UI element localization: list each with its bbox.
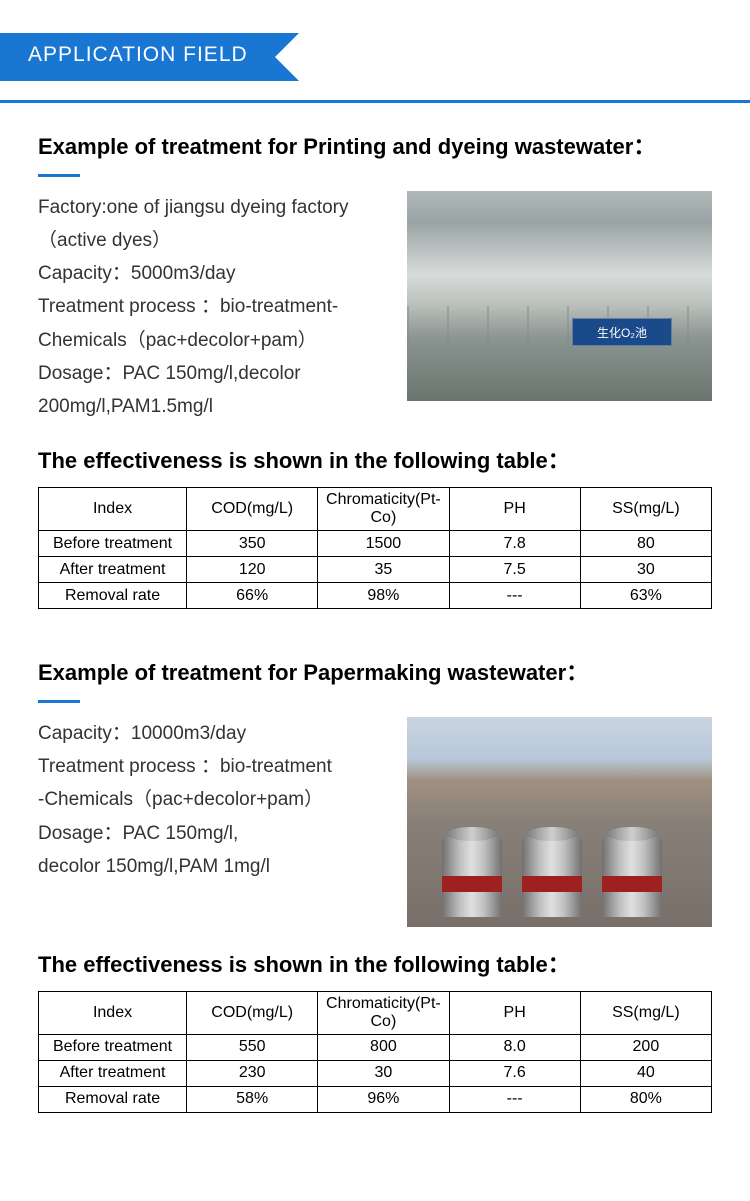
section2-details: Capacity：10000m3/day Treatment process ：… — [38, 717, 389, 927]
table-row: Before treatment 550 800 8.0 200 — [39, 1034, 712, 1060]
detail-line: Capacity：5000m3/day — [38, 257, 389, 290]
section-printing-dyeing: Example of treatment for Printing and dy… — [38, 133, 712, 609]
td: After treatment — [39, 557, 187, 583]
table-row: Removal rate 66% 98% --- 63% — [39, 583, 712, 609]
banner-pointer-icon — [38, 23, 50, 31]
th: SS(mg/L) — [580, 991, 711, 1034]
detail-line: Capacity：10000m3/day — [38, 717, 389, 750]
td: 63% — [580, 583, 711, 609]
td: Removal rate — [39, 1086, 187, 1112]
section2-title: Example of treatment for Papermaking was… — [38, 659, 712, 688]
td: 30 — [318, 1060, 449, 1086]
td: 1500 — [318, 531, 449, 557]
detail-line: Treatment process ：bio-treatment — [38, 750, 389, 783]
td: After treatment — [39, 1060, 187, 1086]
section2-table-title: The effectiveness is shown in the follow… — [38, 947, 712, 979]
th: Chromaticity(Pt-Co) — [318, 991, 449, 1034]
td: 120 — [187, 557, 318, 583]
th: Chromaticity(Pt-Co) — [318, 488, 449, 531]
td: 98% — [318, 583, 449, 609]
td: 40 — [580, 1060, 711, 1086]
detail-line: -Chemicals（pac+decolor+pam） — [38, 783, 389, 816]
td: 200 — [580, 1034, 711, 1060]
detail-line: decolor 150mg/l,PAM 1mg/l — [38, 850, 389, 883]
td: 66% — [187, 583, 318, 609]
td: 80% — [580, 1086, 711, 1112]
section1-title: Example of treatment for Printing and dy… — [38, 133, 712, 162]
td: 80 — [580, 531, 711, 557]
section-papermaking: Example of treatment for Papermaking was… — [38, 659, 712, 1113]
td: 58% — [187, 1086, 318, 1112]
td: 230 — [187, 1060, 318, 1086]
detail-line: Dosage：PAC 150mg/l, — [38, 817, 389, 850]
table-row: After treatment 120 35 7.5 30 — [39, 557, 712, 583]
td: 800 — [318, 1034, 449, 1060]
tank-icon — [442, 837, 502, 917]
td: Before treatment — [39, 1034, 187, 1060]
detail-line: Dosage：PAC 150mg/l,decolor — [38, 357, 389, 390]
table-header-row: Index COD(mg/L) Chromaticity(Pt-Co) PH S… — [39, 488, 712, 531]
table-row: After treatment 230 30 7.6 40 — [39, 1060, 712, 1086]
table-row: Before treatment 350 1500 7.8 80 — [39, 531, 712, 557]
table-row: Removal rate 58% 96% --- 80% — [39, 1086, 712, 1112]
section2-table: Index COD(mg/L) Chromaticity(Pt-Co) PH S… — [38, 991, 712, 1113]
th: PH — [449, 488, 580, 531]
section1-table-title: The effectiveness is shown in the follow… — [38, 443, 712, 475]
section1-row: Factory:one of jiangsu dyeing factory （a… — [38, 191, 712, 424]
title-underline — [38, 174, 80, 177]
th: PH — [449, 991, 580, 1034]
tank-icon — [522, 837, 582, 917]
td: --- — [449, 1086, 580, 1112]
section2-row: Capacity：10000m3/day Treatment process ：… — [38, 717, 712, 927]
td: 8.0 — [449, 1034, 580, 1060]
th: Index — [39, 488, 187, 531]
td: 30 — [580, 557, 711, 583]
section2-photo — [407, 717, 712, 927]
photo1-sign: 生化O₂池 — [572, 318, 672, 346]
td: 7.8 — [449, 531, 580, 557]
header-banner: APPLICATION FIELD — [0, 25, 750, 90]
td: Removal rate — [39, 583, 187, 609]
banner-title: APPLICATION FIELD — [28, 43, 248, 67]
td: --- — [449, 583, 580, 609]
detail-line: 200mg/l,PAM1.5mg/l — [38, 390, 389, 423]
section1-table: Index COD(mg/L) Chromaticity(Pt-Co) PH S… — [38, 487, 712, 609]
th: COD(mg/L) — [187, 488, 318, 531]
th: SS(mg/L) — [580, 488, 711, 531]
table-header-row: Index COD(mg/L) Chromaticity(Pt-Co) PH S… — [39, 991, 712, 1034]
td: 550 — [187, 1034, 318, 1060]
td: Before treatment — [39, 531, 187, 557]
section1-details: Factory:one of jiangsu dyeing factory （a… — [38, 191, 389, 424]
tank-icon — [602, 837, 662, 917]
detail-line: Treatment process ：bio-treatment- — [38, 290, 389, 323]
td: 35 — [318, 557, 449, 583]
detail-line: Factory:one of jiangsu dyeing factory — [38, 191, 389, 224]
th: COD(mg/L) — [187, 991, 318, 1034]
td: 96% — [318, 1086, 449, 1112]
detail-line: （active dyes） — [38, 224, 389, 257]
td: 350 — [187, 531, 318, 557]
title-underline — [38, 700, 80, 703]
section1-photo: 生化O₂池 — [407, 191, 712, 401]
td: 7.5 — [449, 557, 580, 583]
th: Index — [39, 991, 187, 1034]
td: 7.6 — [449, 1060, 580, 1086]
content-area: Example of treatment for Printing and dy… — [0, 103, 750, 1123]
detail-line: Chemicals（pac+decolor+pam） — [38, 324, 389, 357]
